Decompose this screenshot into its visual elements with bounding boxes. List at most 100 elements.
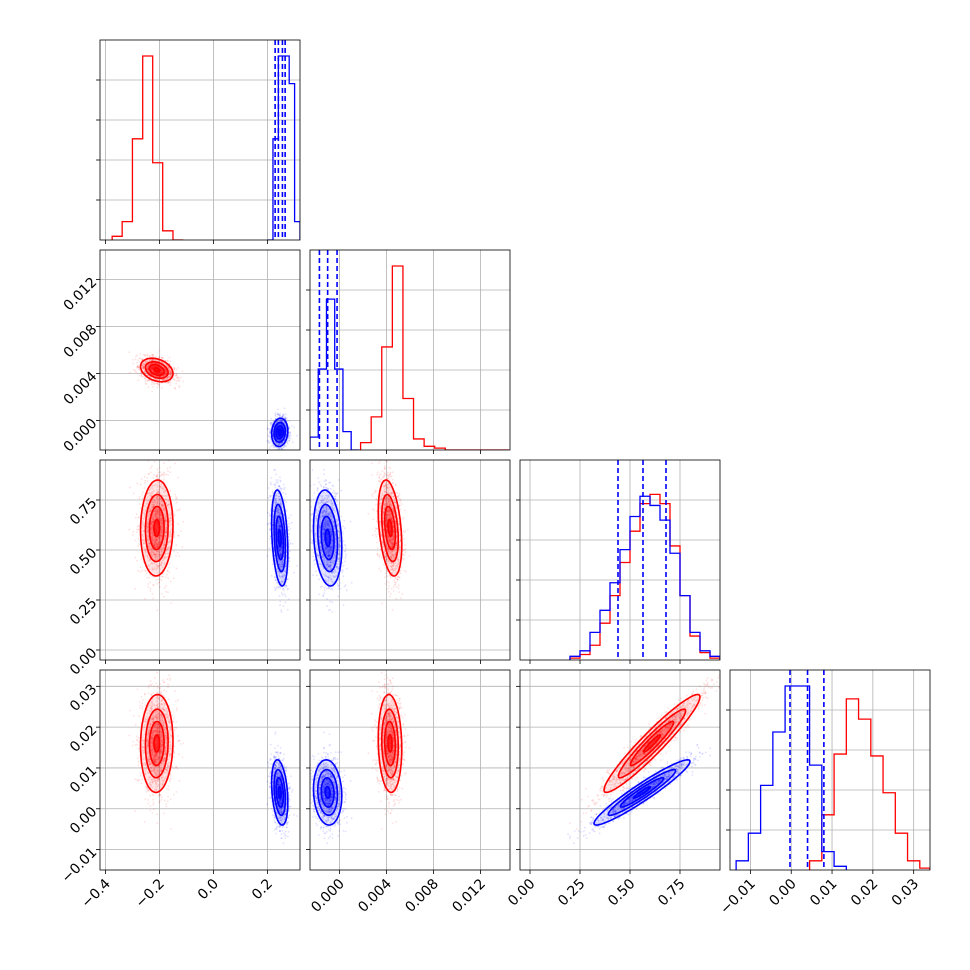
sample-point	[288, 539, 291, 542]
sample-point	[157, 500, 160, 502]
sample-point	[161, 370, 163, 373]
sample-point	[277, 443, 280, 445]
sample-point	[288, 557, 291, 560]
sample-point	[277, 420, 279, 423]
sample-point	[156, 551, 158, 553]
sample-point	[154, 365, 157, 367]
sample-point	[163, 471, 165, 474]
sample-point	[159, 562, 161, 565]
sample-point	[157, 517, 160, 520]
sample-point	[153, 362, 156, 365]
sample-point	[166, 366, 169, 369]
sample-point	[279, 435, 282, 438]
contour-core-red	[153, 518, 161, 538]
sample-point	[281, 594, 284, 596]
sample-point	[289, 431, 291, 434]
sample-point	[153, 365, 156, 368]
sample-point	[150, 367, 153, 369]
sample-point	[144, 377, 147, 379]
sample-point	[280, 418, 282, 421]
sample-point	[279, 446, 282, 449]
sample-point	[164, 535, 167, 537]
sample-point	[270, 574, 273, 577]
sample-point	[177, 523, 179, 525]
sample-point	[165, 556, 168, 559]
sample-point	[149, 542, 151, 545]
sample-point	[157, 543, 160, 546]
sample-point	[162, 490, 165, 493]
sample-point	[174, 387, 177, 390]
sample-point	[270, 440, 273, 443]
sample-point	[159, 535, 162, 537]
sample-point	[141, 521, 144, 523]
sample-point	[147, 365, 149, 368]
sample-point	[144, 354, 146, 357]
sample-point	[269, 513, 271, 515]
sample-point	[146, 492, 149, 495]
sample-point	[157, 512, 160, 515]
sample-point	[168, 369, 171, 372]
histogram-blue-2	[569, 495, 720, 660]
sample-point	[160, 517, 163, 520]
sample-point	[160, 538, 163, 541]
sample-point	[155, 550, 158, 553]
sample-point	[178, 555, 181, 557]
sample-point	[279, 426, 282, 429]
sample-point	[142, 491, 144, 493]
panel-2-2	[520, 460, 720, 660]
sample-point	[168, 375, 171, 378]
sample-point	[162, 462, 165, 464]
sample-point	[168, 540, 171, 543]
sample-point	[150, 523, 153, 525]
sample-point	[283, 444, 286, 447]
sample-point	[151, 527, 154, 529]
sample-point	[147, 363, 150, 366]
sample-point	[152, 518, 155, 521]
sample-point	[162, 475, 165, 477]
sample-point	[164, 368, 167, 371]
sample-point	[278, 435, 281, 438]
sample-point	[157, 578, 160, 581]
sample-point	[154, 538, 157, 541]
sample-point	[161, 494, 164, 497]
sample-point	[167, 366, 170, 368]
sample-point	[155, 579, 158, 581]
sample-point	[147, 583, 150, 585]
sample-point	[168, 546, 171, 549]
sample-point	[275, 421, 278, 424]
sample-point	[156, 474, 158, 476]
sample-point	[158, 503, 160, 506]
sample-point	[154, 540, 156, 542]
sample-point	[146, 365, 149, 367]
sample-point	[150, 528, 153, 530]
sample-point	[155, 565, 158, 568]
sample-point	[157, 554, 159, 556]
sample-point	[154, 378, 157, 381]
sample-point	[181, 545, 184, 548]
sample-point	[160, 356, 163, 359]
sample-point	[142, 508, 145, 511]
sample-point	[279, 415, 281, 418]
sample-point	[169, 384, 172, 386]
sample-point	[279, 442, 282, 445]
sample-point	[158, 510, 161, 513]
sample-point	[178, 386, 181, 388]
sample-point	[169, 376, 172, 378]
sample-point	[289, 434, 292, 437]
sample-point	[144, 354, 147, 357]
sample-point	[151, 366, 154, 369]
sample-point	[163, 541, 166, 544]
sample-point	[182, 520, 185, 523]
sample-point	[149, 526, 152, 529]
sample-point	[147, 522, 150, 525]
sample-point	[155, 491, 158, 494]
sample-point	[148, 544, 151, 546]
sample-point	[160, 376, 163, 378]
sample-point	[146, 367, 149, 370]
sample-point	[157, 509, 159, 511]
sample-point	[157, 471, 160, 474]
sample-point	[154, 540, 157, 543]
sample-point	[278, 435, 281, 438]
sample-point	[165, 515, 167, 517]
sample-point	[149, 527, 152, 529]
